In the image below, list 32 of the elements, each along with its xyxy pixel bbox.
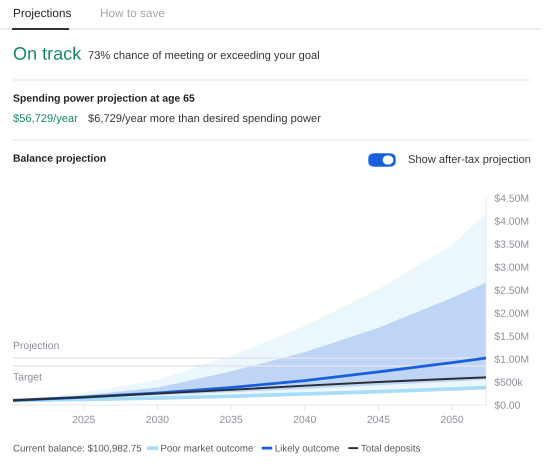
y-tick-label: $0.00 <box>494 401 520 410</box>
text: Projections <box>14 8 71 20</box>
y-tick-label: $1.00M <box>494 355 528 364</box>
chart-title: Balance projection <box>14 154 106 164</box>
y-tick-label: $2.00M <box>494 309 528 318</box>
x-tick-label: 2050 <box>441 416 464 424</box>
text: Show after-tax projection <box>408 154 530 166</box>
x-tick-label: 2025 <box>72 416 95 424</box>
ref-line-label: Projection <box>14 341 59 352</box>
text: 73% chance of meeting or exceeding your goal <box>88 50 319 62</box>
y-tick-label: $1.50M <box>494 332 528 340</box>
y-tick-label: $3.00M <box>494 263 528 272</box>
line-series <box>13 386 486 402</box>
legend-label: Likely outcome <box>276 444 340 454</box>
text: On track <box>14 46 82 60</box>
y-tick-label: $4.50M <box>494 194 528 202</box>
text: Spending power projection at age 65 <box>13 94 194 104</box>
x-tick-label: 2035 <box>220 416 242 424</box>
x-tick-label: 2045 <box>367 416 390 424</box>
text: How to save <box>100 8 164 18</box>
ref-line-label: Target <box>13 373 42 383</box>
y-tick-label: $4.00M <box>494 217 528 226</box>
x-tick-label: 2030 <box>146 416 169 424</box>
legend-label: Poor market outcome <box>161 444 253 452</box>
y-tick-label: $3.50M <box>494 240 528 248</box>
legend-label: Total deposits <box>361 444 420 454</box>
text: $56,729/year <box>13 114 78 124</box>
y-tick-label: $500k <box>494 378 523 386</box>
text: $6,729/year more than desired spending power <box>88 114 321 124</box>
x-tick-label: 2040 <box>294 416 316 424</box>
text: Current balance: $100,982.75 <box>13 444 142 453</box>
y-tick-label: $2.50M <box>494 286 528 294</box>
